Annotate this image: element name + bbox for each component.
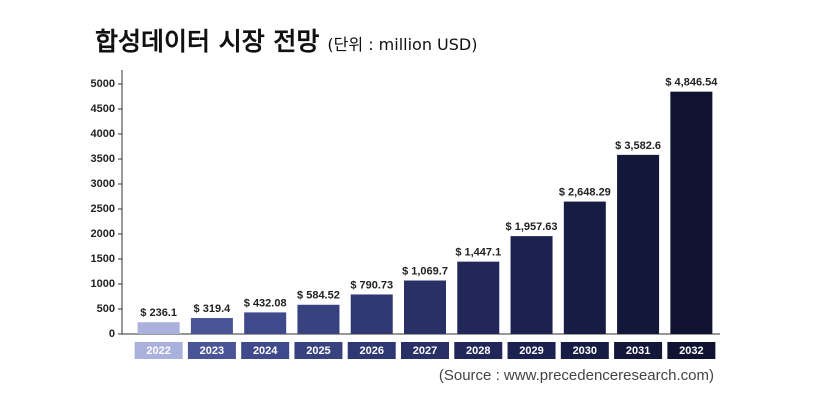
y-tick-label: 2000	[91, 228, 115, 240]
y-tick-label: 3500	[91, 153, 115, 165]
x-tick-label: 2030	[573, 345, 597, 357]
value-label: $ 3,582.6	[615, 140, 661, 152]
category-box	[507, 342, 556, 359]
bar	[244, 312, 287, 334]
header: 합성데이터 시장 전망 (단위 : million USD)	[95, 22, 477, 58]
x-tick-label: 2031	[626, 345, 650, 357]
value-label: $ 236.1	[140, 307, 177, 319]
y-tick-label: 5000	[91, 78, 115, 90]
bar	[137, 322, 180, 334]
value-label: $ 1,957.63	[506, 221, 558, 233]
source: (Source : www.precedenceresearch.com)	[439, 367, 714, 384]
x-tick-label: 2027	[413, 345, 437, 357]
bar	[670, 91, 713, 334]
category-box	[454, 342, 503, 359]
chart-title: 합성데이터 시장 전망	[95, 27, 320, 56]
category-box	[241, 342, 290, 359]
value-label: $ 2,648.29	[559, 186, 611, 198]
value-label: $ 584.52	[297, 290, 340, 302]
y-tick-label: 4000	[91, 128, 115, 140]
category-box	[614, 342, 663, 359]
value-label: $ 1,069.7	[402, 265, 448, 277]
value-label: $ 4,846.54	[665, 77, 718, 89]
value-label: $ 790.73	[350, 279, 393, 291]
y-tick-label: 500	[97, 303, 115, 315]
category-box	[401, 342, 449, 359]
y-tick-label: 4500	[91, 103, 115, 115]
category-box	[134, 342, 183, 359]
category-box	[294, 342, 343, 359]
value-label: $ 319.4	[194, 303, 232, 315]
x-tick-label: 2029	[519, 345, 543, 357]
x-tick-label: 2025	[306, 345, 330, 357]
y-tick-label: 0	[109, 328, 115, 340]
chart-subtitle: (단위 : million USD)	[327, 35, 478, 54]
x-tick-label: 2026	[359, 345, 383, 357]
x-tick-label: 2022	[146, 345, 170, 357]
bar	[297, 304, 340, 334]
x-tick-label: 2024	[253, 345, 278, 357]
bar	[350, 294, 393, 334]
bar	[457, 261, 500, 334]
category-box	[667, 342, 716, 359]
category-box	[560, 342, 609, 359]
bar	[617, 154, 660, 334]
x-tick-label: 2032	[679, 345, 703, 357]
x-tick-label: 2028	[466, 345, 490, 357]
bar	[190, 318, 233, 334]
bar	[563, 201, 606, 334]
y-tick-label: 1000	[91, 278, 115, 290]
y-tick-label: 3000	[91, 178, 115, 190]
value-label: $ 432.08	[244, 297, 287, 309]
category-box	[187, 342, 236, 359]
y-tick-label: 2500	[91, 203, 115, 215]
bar	[510, 236, 553, 334]
bar	[404, 280, 446, 334]
y-tick-label: 1500	[91, 253, 115, 265]
value-label: $ 1,447.1	[455, 247, 501, 259]
category-box	[347, 342, 396, 359]
x-tick-label: 2023	[200, 345, 224, 357]
